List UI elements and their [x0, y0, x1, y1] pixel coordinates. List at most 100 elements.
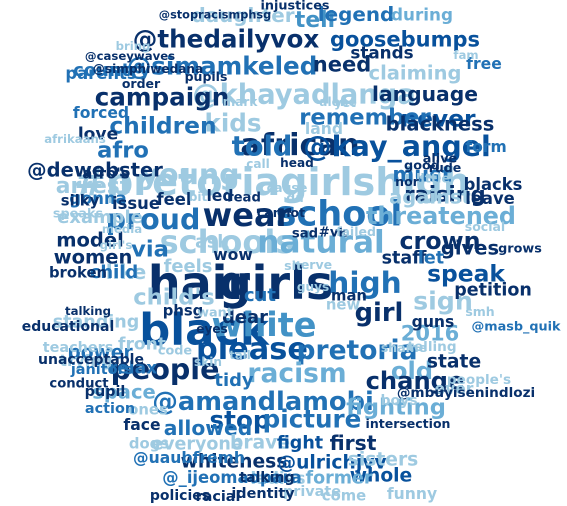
word: fighting	[346, 394, 446, 421]
word: claiming	[368, 61, 462, 85]
word: power	[67, 342, 133, 364]
word: dear	[222, 307, 268, 329]
word: language	[372, 81, 478, 106]
word: stands	[350, 42, 414, 63]
word: land	[304, 120, 344, 139]
word: proud	[105, 202, 201, 236]
word: @khayadlanga	[192, 79, 416, 111]
word: raising	[404, 182, 486, 207]
word: stop	[209, 405, 271, 435]
word: smh	[465, 303, 495, 319]
word: guys	[296, 279, 330, 294]
word: schools	[159, 223, 295, 261]
word: african	[240, 127, 360, 163]
word: natural	[257, 224, 385, 261]
word: skin	[194, 354, 222, 369]
word: crown	[399, 227, 481, 256]
word: relax	[108, 358, 158, 379]
word: #vk	[318, 225, 348, 241]
word: legend	[317, 3, 395, 27]
word: never	[400, 104, 476, 133]
word: picture	[262, 404, 362, 434]
word: ask	[195, 232, 229, 253]
word: talking	[239, 470, 295, 486]
word: free	[466, 55, 502, 74]
word: ever	[434, 380, 474, 399]
word: girl	[354, 298, 404, 329]
word: child's	[133, 284, 215, 311]
word: want	[197, 305, 233, 321]
word: wear	[202, 196, 292, 234]
word: yet	[334, 95, 356, 110]
word: blacks	[463, 174, 523, 194]
word: everyone	[151, 434, 243, 455]
word: led	[206, 187, 234, 206]
word: intersection	[365, 415, 451, 431]
word: gonna	[69, 188, 127, 208]
word: speaks	[52, 206, 104, 222]
word: unacceptable	[38, 352, 144, 368]
word: high	[328, 266, 402, 301]
word: whole	[349, 465, 413, 487]
word: front	[118, 334, 166, 355]
word: janitors	[70, 361, 134, 378]
word: little	[415, 171, 451, 187]
word: fam	[453, 48, 479, 63]
word: grows	[498, 241, 542, 257]
word: people	[110, 352, 220, 386]
word: new	[325, 296, 361, 314]
word: kids	[204, 108, 262, 138]
word: example	[57, 207, 143, 229]
word: whiteness	[180, 451, 288, 473]
word: telling	[407, 339, 457, 356]
word: educational	[21, 319, 115, 335]
word: first	[329, 430, 377, 455]
word: broken	[48, 264, 108, 282]
word: afro's	[82, 165, 130, 183]
word: bit	[188, 189, 208, 204]
word: ones	[128, 401, 168, 419]
word: @kay_angel	[303, 129, 491, 163]
word: funny	[386, 485, 438, 504]
word: staff	[381, 248, 427, 269]
word: afrikaans	[44, 132, 106, 147]
word: 2016	[400, 321, 460, 346]
word: dogs	[128, 435, 170, 453]
word: petition	[454, 280, 532, 301]
word: cut	[244, 285, 276, 307]
word: @stopracismphsg	[158, 8, 272, 22]
word: eyes	[196, 321, 228, 336]
word: @simphiwedana	[92, 61, 204, 76]
word: mark	[222, 94, 258, 109]
word: face	[123, 416, 161, 435]
word: cannot	[256, 204, 306, 220]
word: @mbuyisenindlozi	[396, 385, 536, 402]
word: @simamkeled	[126, 51, 318, 81]
word: hair	[147, 256, 251, 310]
word: forced	[72, 104, 130, 123]
word: child	[89, 262, 139, 284]
word: white	[211, 305, 317, 345]
word: rude	[428, 159, 462, 175]
word: leave	[465, 188, 515, 208]
word: da	[286, 189, 304, 205]
word: people's	[446, 372, 512, 389]
word: come	[321, 487, 367, 505]
word: identity	[231, 485, 295, 502]
word: trying	[59, 352, 113, 371]
word: order	[121, 75, 161, 91]
word: allowed	[163, 415, 253, 440]
word: #pretoriagirlshigh	[73, 160, 471, 205]
word: @caseywaves	[84, 49, 176, 64]
word: campaign	[94, 82, 230, 112]
word: @masb_quik	[471, 319, 561, 335]
word: phsg	[162, 302, 204, 320]
word: code	[157, 343, 193, 359]
word: alive	[422, 151, 458, 167]
word: @uaubfremh	[133, 449, 245, 468]
word: good	[404, 158, 440, 174]
word: @thedailyvox	[132, 24, 320, 54]
word: young	[140, 157, 240, 191]
word: sign	[413, 286, 473, 316]
